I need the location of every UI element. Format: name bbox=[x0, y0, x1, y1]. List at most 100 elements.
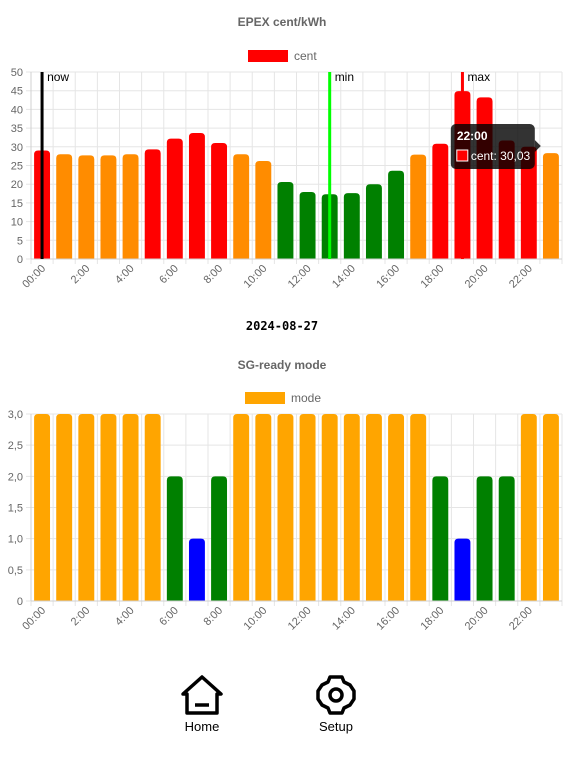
bar-1:00[interactable] bbox=[56, 414, 73, 601]
bar-8:00[interactable] bbox=[211, 143, 228, 259]
bar-2:00[interactable] bbox=[78, 155, 95, 259]
home-button[interactable]: Home bbox=[157, 674, 247, 734]
bar-18:00[interactable] bbox=[432, 476, 449, 601]
date-label: 2024-08-27 bbox=[245, 319, 319, 333]
bar-20:00[interactable] bbox=[476, 97, 493, 259]
bar-22:00[interactable] bbox=[520, 146, 537, 259]
marker-label-now: now bbox=[47, 70, 69, 84]
bar-15:00[interactable] bbox=[365, 184, 382, 259]
bar-2:00[interactable] bbox=[78, 414, 95, 601]
x-tick-label: 4:00 bbox=[113, 263, 137, 287]
bar-21:00[interactable] bbox=[498, 140, 515, 259]
legend[interactable]: cent bbox=[248, 49, 317, 63]
legend-label: mode bbox=[291, 391, 321, 405]
y-tick-label: 40 bbox=[11, 104, 23, 116]
bar-14:00[interactable] bbox=[343, 414, 360, 601]
x-tick-label: 18:00 bbox=[418, 605, 446, 633]
gear-icon bbox=[316, 675, 356, 715]
bar-20:00[interactable] bbox=[476, 476, 493, 601]
x-tick-label: 10:00 bbox=[241, 605, 269, 633]
bar-14:00[interactable] bbox=[343, 193, 360, 259]
x-tick-label: 22:00 bbox=[507, 263, 535, 291]
x-tick-label: 12:00 bbox=[286, 605, 314, 633]
x-tick-label: 20:00 bbox=[463, 263, 491, 291]
x-tick-label: 16:00 bbox=[374, 605, 402, 633]
bar-6:00[interactable] bbox=[166, 476, 183, 601]
bar-5:00[interactable] bbox=[144, 414, 161, 601]
x-tick-label: 12:00 bbox=[286, 263, 314, 291]
y-tick-label: 0 bbox=[17, 254, 23, 266]
y-tick-label: 0,5 bbox=[8, 565, 23, 577]
x-tick-label: 18:00 bbox=[418, 263, 446, 291]
bar-1:00[interactable] bbox=[56, 154, 73, 259]
bar-17:00[interactable] bbox=[410, 414, 427, 601]
y-tick-label: 1,5 bbox=[8, 503, 23, 515]
bar-11:00[interactable] bbox=[277, 414, 294, 601]
x-tick-label: 2:00 bbox=[69, 605, 93, 629]
x-tick-label: 20:00 bbox=[463, 605, 491, 633]
sg-ready-mode-chart[interactable]: SG-ready mode mode 0 0,5 1,0 1,5 2,0 2,5 3,0 00:0… bbox=[0, 348, 564, 648]
bar-10:00[interactable] bbox=[255, 161, 272, 259]
bar-16:00[interactable] bbox=[388, 170, 405, 259]
y-tick-label: 10 bbox=[11, 217, 23, 229]
bar-13:00[interactable] bbox=[321, 414, 338, 601]
tooltip-caret bbox=[534, 140, 541, 152]
bar-21:00[interactable] bbox=[498, 476, 515, 601]
bar-7:00[interactable] bbox=[188, 132, 205, 259]
bar-23:00[interactable] bbox=[542, 414, 559, 601]
bar-3:00[interactable] bbox=[100, 414, 117, 601]
y-tick-label: 2,0 bbox=[8, 471, 23, 483]
bar-3:00[interactable] bbox=[100, 155, 117, 259]
bar-8:00[interactable] bbox=[211, 476, 228, 601]
bar-4:00[interactable] bbox=[122, 414, 139, 601]
bar-11:00[interactable] bbox=[277, 181, 294, 259]
y-tick-label: 30 bbox=[11, 142, 23, 154]
x-tick-label: 22:00 bbox=[507, 605, 535, 633]
y-tick-label: 35 bbox=[11, 123, 23, 135]
x-tick-label: 14:00 bbox=[330, 605, 358, 633]
x-tick-label: 4:00 bbox=[113, 605, 137, 629]
bar-6:00[interactable] bbox=[166, 138, 183, 259]
bar-9:00[interactable] bbox=[233, 154, 250, 259]
tooltip-title: 22:00 bbox=[457, 129, 488, 143]
setup-label: Setup bbox=[319, 719, 353, 734]
x-tick-label: 2:00 bbox=[69, 263, 93, 287]
bar-19:00[interactable] bbox=[454, 538, 471, 601]
y-tick-label: 25 bbox=[11, 161, 23, 173]
bar-22:00[interactable] bbox=[520, 414, 537, 601]
bar-23:00[interactable] bbox=[542, 153, 559, 259]
bar-7:00[interactable] bbox=[188, 538, 205, 601]
marker-label-min: min bbox=[335, 70, 354, 84]
bar-9:00[interactable] bbox=[233, 414, 250, 601]
bar-12:00[interactable] bbox=[299, 414, 316, 601]
x-tick-label: 16:00 bbox=[374, 263, 402, 291]
bar-4:00[interactable] bbox=[122, 154, 139, 259]
y-tick-label: 50 bbox=[11, 67, 23, 79]
bar-12:00[interactable] bbox=[299, 192, 316, 259]
bar-10:00[interactable] bbox=[255, 414, 272, 601]
tooltip-box bbox=[450, 124, 535, 169]
home-label: Home bbox=[184, 719, 220, 734]
chart-title: SG-ready mode bbox=[238, 358, 327, 372]
y-tick-label: 45 bbox=[11, 86, 23, 98]
x-tick-label: 14:00 bbox=[330, 263, 358, 291]
setup-button[interactable]: Setup bbox=[291, 674, 381, 734]
bar-00:00[interactable] bbox=[34, 414, 51, 601]
y-tick-label: 5 bbox=[17, 235, 23, 247]
x-tick-label: 6:00 bbox=[157, 605, 181, 629]
bar-18:00[interactable] bbox=[432, 143, 449, 259]
legend[interactable]: mode bbox=[245, 391, 321, 405]
bar-17:00[interactable] bbox=[410, 154, 427, 259]
y-tick-label: 20 bbox=[11, 179, 23, 191]
epex-price-chart[interactable]: EPEX cent/kWh cent 0 5 10 15 20 25 30 35 40 45 50 00:… bbox=[0, 0, 564, 320]
x-tick-label: 8:00 bbox=[202, 263, 226, 287]
tooltip-body: cent: 30,03 bbox=[471, 149, 531, 163]
bar-5:00[interactable] bbox=[144, 149, 161, 259]
x-tick-label: 10:00 bbox=[241, 263, 269, 291]
x-tick-label: 00:00 bbox=[20, 605, 48, 633]
bar-15:00[interactable] bbox=[365, 414, 382, 601]
chart-title: EPEX cent/kWh bbox=[238, 15, 327, 29]
bar-16:00[interactable] bbox=[388, 414, 405, 601]
x-tick-label: 8:00 bbox=[202, 605, 226, 629]
legend-swatch bbox=[245, 392, 285, 404]
